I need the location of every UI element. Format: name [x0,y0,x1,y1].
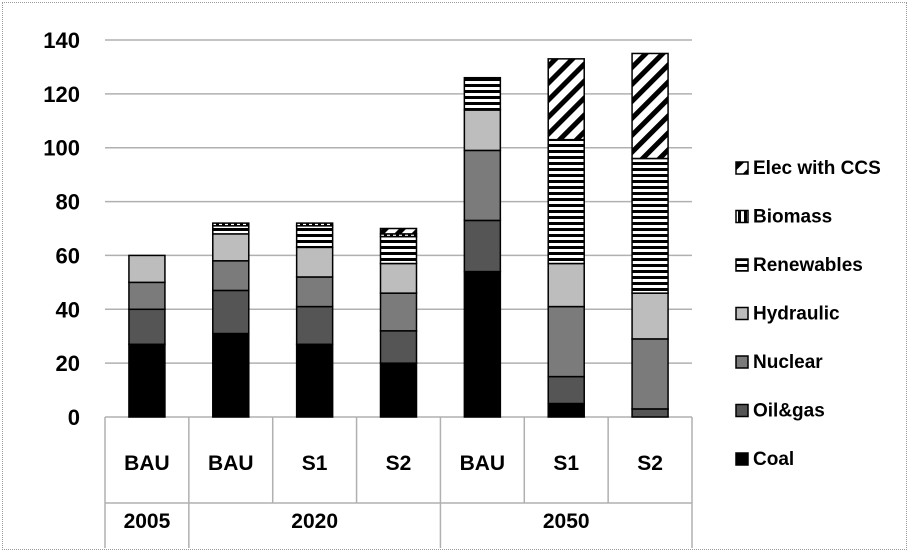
bar-segment-biomass [212,222,250,227]
bar-segment-hydraulic [547,262,585,308]
bar-segment-oil-and-gas [463,219,502,273]
legend-label-nuclear: Nuclear [753,352,823,373]
legend-swatch-biomass [735,209,749,224]
legend-swatch-oil-and-gas [735,403,749,418]
bar-segment-elec-with-ccs [631,52,669,160]
bar-segment-hydraulic [295,246,334,278]
x-category-label: S2 [637,452,663,475]
bar-segment-renewables [631,157,669,294]
bar-segment-hydraulic [631,292,669,340]
x-category-label: S1 [553,452,579,475]
bar-segment-hydraulic [463,109,502,152]
bar-segment-oil-and-gas [547,375,585,405]
x-category-label: BAU [208,452,254,475]
y-tick-label: 60 [56,243,80,268]
y-tick-label: 120 [43,82,80,107]
bar-segment-oil-and-gas [212,289,250,335]
legend-label-coal: Coal [753,449,794,470]
bar-segment-renewables [295,225,334,249]
bar-segment-oil-and-gas [631,408,669,418]
axes: 0 20 40 60 80 100 120 140 BAU BAU S1 S2 BAU S1 S2 2005 2… [43,28,693,548]
x-group-label: 2020 [291,510,338,533]
legend-label-hydraulic: Hydraulic [753,304,840,325]
bar-segment-nuclear [128,281,166,311]
bar-segment-coal [463,270,502,418]
bar-segment-oil-and-gas [295,305,334,346]
y-tick-label: 140 [43,28,80,53]
x-group-label: 2050 [543,510,590,533]
bar-segment-renewables [463,76,502,111]
bar-segment-coal [547,402,585,418]
legend-label-renewables: Renewables [753,255,863,276]
bar-segment-hydraulic [379,262,418,294]
bar-segment-oil-and-gas [128,308,166,346]
bar-segment-nuclear [212,260,250,292]
y-tick-label: 80 [56,190,80,215]
legend-swatch-nuclear [735,355,749,369]
y-tick-label: 100 [43,136,80,161]
y-tick-label: 40 [56,297,80,322]
bar-segment-elec-with-ccs [379,227,418,235]
legend: Elec with CCS Biomass Renewables Hydraulic N… [735,158,881,470]
x-category-label: BAU [460,452,506,475]
bar-segment-oil-and-gas [379,330,418,364]
gridlines [105,39,692,364]
legend-swatch-renewables [735,258,749,272]
bar-segment-coal [379,362,418,418]
legend-swatch-hydraulic [735,306,749,321]
bar-segment-coal [128,343,166,418]
bar-segment-renewables [547,138,585,265]
legend-swatch-elec-with-ccs [735,161,749,175]
bar-segment-elec-with-ccs [547,58,585,141]
bar-segment-renewables [212,225,250,235]
y-tick-label: 20 [56,351,80,376]
bar-segment-hydraulic [128,254,166,284]
bar-segment-nuclear [379,292,418,332]
x-category-label: S2 [386,452,412,475]
y-tick-label: 0 [68,405,80,430]
bar-segment-coal [212,332,250,418]
bar-segment-nuclear [631,338,669,410]
x-category-label: S1 [302,452,328,475]
legend-label-oil-and-gas: Oil&gas [753,401,825,422]
bar-segment-nuclear [295,276,334,308]
bar-segment-renewables [379,235,418,265]
bar-segment-hydraulic [212,233,250,262]
bar-segment-biomass [295,222,334,227]
legend-label-biomass: Biomass [753,207,832,228]
bar-segment-nuclear [463,149,502,222]
bar-segment-nuclear [547,305,585,378]
bar-segment-coal [295,343,334,418]
legend-label-elec-with-ccs: Elec with CCS [753,158,881,179]
x-category-label: BAU [124,452,170,475]
x-group-label: 2005 [124,510,171,533]
legend-swatch-coal [735,452,749,466]
bars [128,52,669,418]
